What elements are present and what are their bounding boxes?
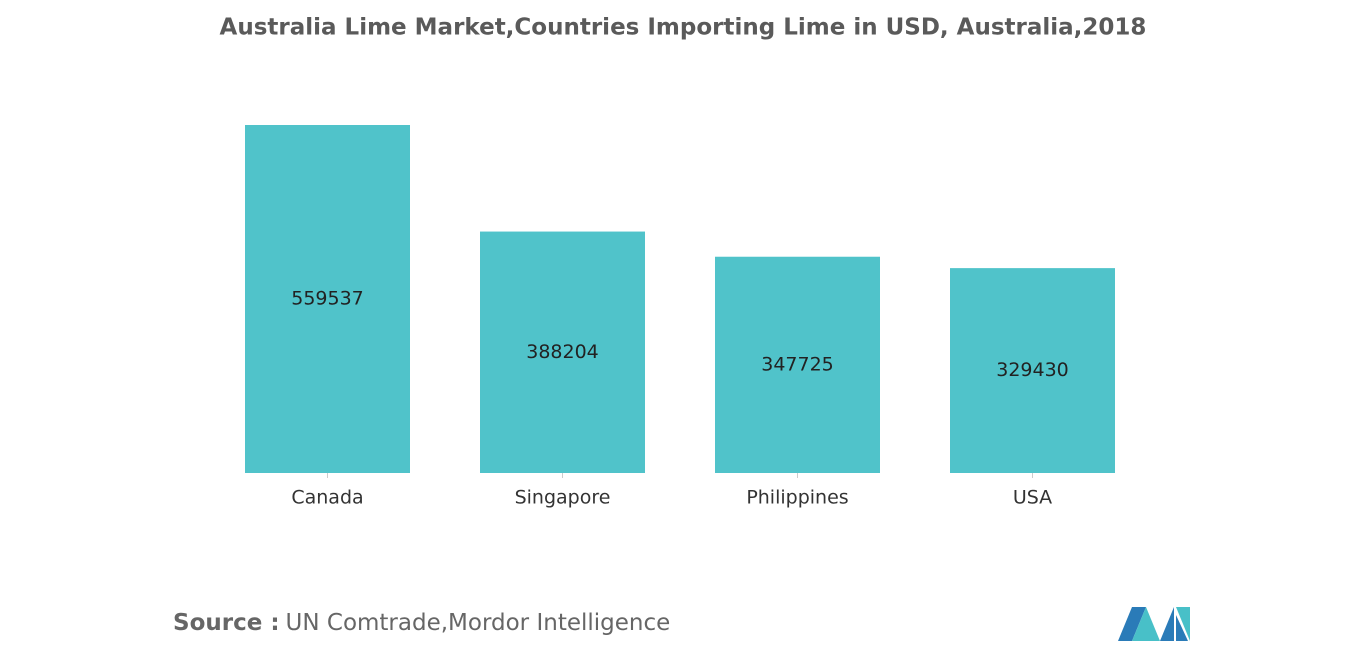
x-tick-label: Canada bbox=[291, 487, 363, 509]
bar bbox=[950, 268, 1115, 473]
source-text: UN Comtrade,Mordor Intelligence bbox=[286, 610, 671, 636]
value-label: 329430 bbox=[996, 359, 1069, 381]
value-label: 388204 bbox=[526, 341, 599, 363]
bar bbox=[480, 231, 645, 473]
x-tick-label: USA bbox=[1013, 487, 1052, 509]
value-label: 347725 bbox=[761, 353, 834, 375]
bar bbox=[715, 256, 880, 473]
value-label: 559537 bbox=[291, 288, 364, 310]
source: Source : UN Comtrade,Mordor Intelligence bbox=[173, 610, 670, 636]
chart-title: Australia Lime Market,Countries Importin… bbox=[220, 15, 1147, 41]
source-label: Source : bbox=[173, 610, 280, 636]
bar bbox=[245, 125, 410, 473]
x-tick-label: Singapore bbox=[515, 487, 611, 509]
logo bbox=[1118, 607, 1190, 641]
x-tick-label: Philippines bbox=[746, 487, 848, 509]
